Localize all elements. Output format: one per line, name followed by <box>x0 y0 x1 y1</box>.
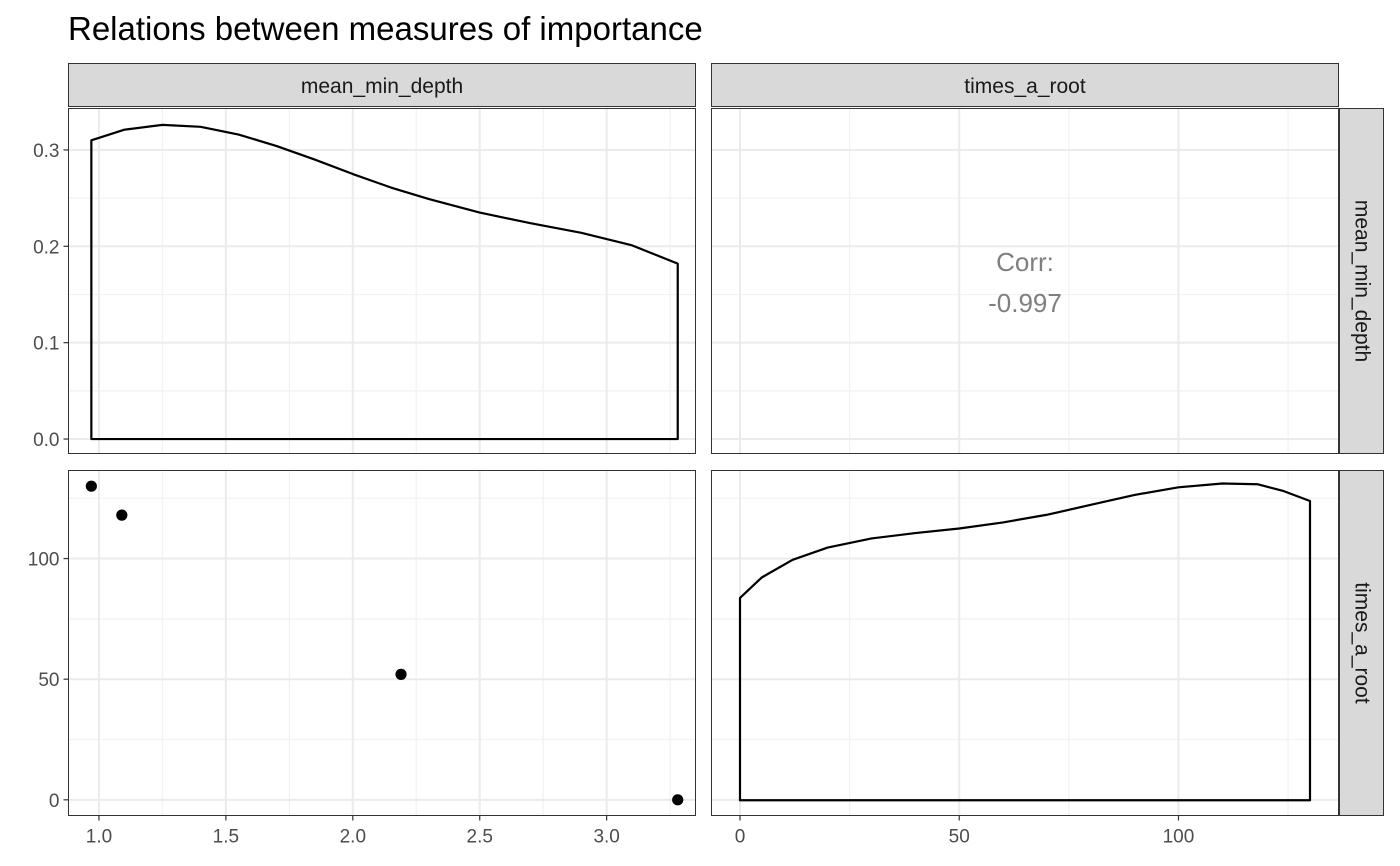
panel-background <box>711 108 1339 454</box>
panel-background <box>68 470 696 816</box>
scatter-point <box>395 668 407 680</box>
column-strip-1-label: mean_min_depth <box>301 75 463 98</box>
correlation-value: -0.997 <box>988 288 1062 318</box>
axes: 0.0 0.1 0.2 0.3 0 50 100 1.0 1.5 2.0 2.5 3.0 0 50 100 <box>28 141 1195 848</box>
column-strip-2 <box>711 63 1339 107</box>
y-axis-times-a-root-tick-label: 50 <box>38 670 59 691</box>
row-strip-1-label: mean_min_depth <box>1350 200 1373 362</box>
panel-background <box>711 470 1339 816</box>
x-axis-times-a-root-tick-label: 0 <box>735 827 746 848</box>
correlation-label: Corr: <box>996 247 1054 277</box>
panel-scatter <box>68 470 696 816</box>
scatter-point <box>85 480 97 492</box>
x-axis-mean-min-depth-tick-label: 1.5 <box>213 827 239 848</box>
scatter-point <box>116 509 128 521</box>
row-strip-2-label: times_a_root <box>1350 582 1373 704</box>
y-axis-density-tick-label: 0.1 <box>33 334 59 355</box>
density-curve-times-a-root <box>738 482 1312 802</box>
x-axis-mean-min-depth-tick-label: 1.0 <box>86 827 112 848</box>
y-axis-density-tick-label: 0.0 <box>33 430 59 451</box>
x-axis-mean-min-depth-tick-label: 2.5 <box>467 827 493 848</box>
y-axis-density-tick-label: 0.2 <box>33 237 59 258</box>
panel-background <box>68 108 696 454</box>
x-axis-mean-min-depth-tick-label: 3.0 <box>593 827 619 848</box>
panel-border <box>711 470 1339 816</box>
x-axis-times-a-root-tick-label: 50 <box>949 827 970 848</box>
row-strip-1 <box>1339 108 1384 454</box>
scatter-point <box>672 794 684 806</box>
column-strip-1 <box>68 63 696 107</box>
density-curve-mean-min-depth <box>90 123 679 441</box>
panel-border <box>68 108 696 454</box>
panel-correlation: Corr: -0.997 <box>711 108 1339 454</box>
panel-border <box>711 108 1339 454</box>
y-axis-density-tick-label: 0.3 <box>33 141 59 162</box>
panel-density-times-a-root <box>711 470 1339 816</box>
x-axis-mean-min-depth-tick-label: 2.0 <box>340 827 366 848</box>
chart-title: Relations between measures of importance <box>68 10 703 47</box>
panel-border <box>68 470 696 816</box>
column-strip-2-label: times_a_root <box>964 75 1086 98</box>
y-axis-times-a-root-tick-label: 100 <box>28 550 60 571</box>
x-axis-times-a-root-tick-label: 100 <box>1163 827 1195 848</box>
row-strip-2 <box>1339 470 1384 816</box>
panel-density-mean-min-depth <box>68 108 696 454</box>
y-axis-times-a-root-tick-label: 0 <box>49 791 60 812</box>
